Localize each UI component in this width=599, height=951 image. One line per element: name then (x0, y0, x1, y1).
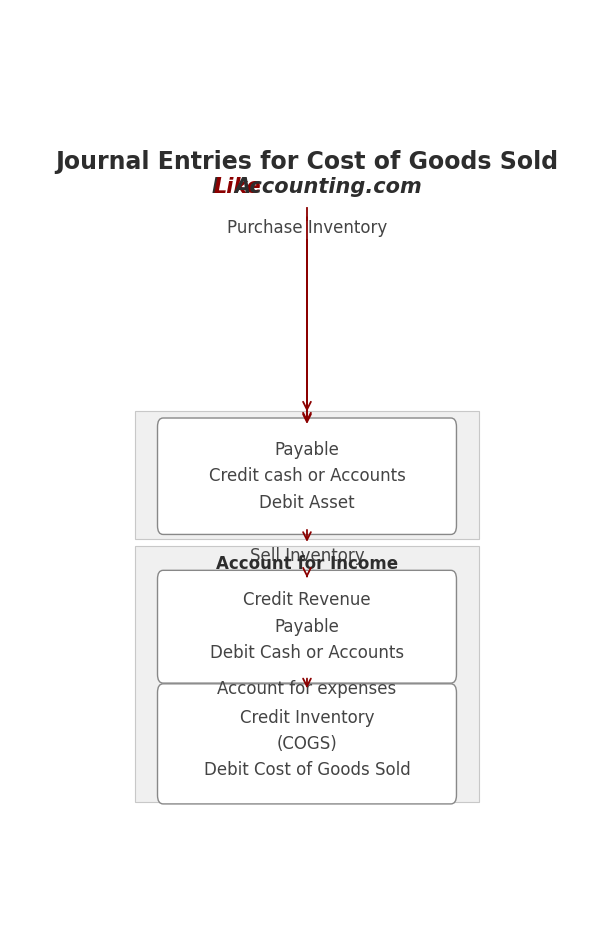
FancyBboxPatch shape (158, 684, 456, 804)
Text: Payable: Payable (274, 618, 340, 635)
Text: Purchase Inventory: Purchase Inventory (227, 219, 387, 237)
Text: Credit Inventory: Credit Inventory (240, 708, 374, 727)
FancyBboxPatch shape (158, 418, 456, 534)
Text: Accounting.com: Accounting.com (235, 177, 422, 198)
Text: Account for expenses: Account for expenses (217, 680, 397, 698)
FancyBboxPatch shape (158, 571, 456, 683)
Text: Debit Cash or Accounts: Debit Cash or Accounts (210, 644, 404, 662)
Text: Payable: Payable (274, 441, 340, 459)
Text: Debit Asset: Debit Asset (259, 494, 355, 512)
Text: Credit cash or Accounts: Credit cash or Accounts (208, 467, 406, 485)
Text: Sell Inventory: Sell Inventory (250, 548, 364, 566)
Text: Debit Cost of Goods Sold: Debit Cost of Goods Sold (204, 761, 410, 779)
Text: Like: Like (213, 177, 261, 198)
Text: Account for Income: Account for Income (216, 555, 398, 573)
Text: I: I (212, 177, 220, 198)
FancyBboxPatch shape (135, 546, 479, 803)
Text: Credit Revenue: Credit Revenue (243, 592, 371, 610)
Text: Journal Entries for Cost of Goods Sold: Journal Entries for Cost of Goods Sold (56, 149, 558, 174)
FancyBboxPatch shape (135, 411, 479, 539)
Text: (COGS): (COGS) (277, 735, 337, 753)
